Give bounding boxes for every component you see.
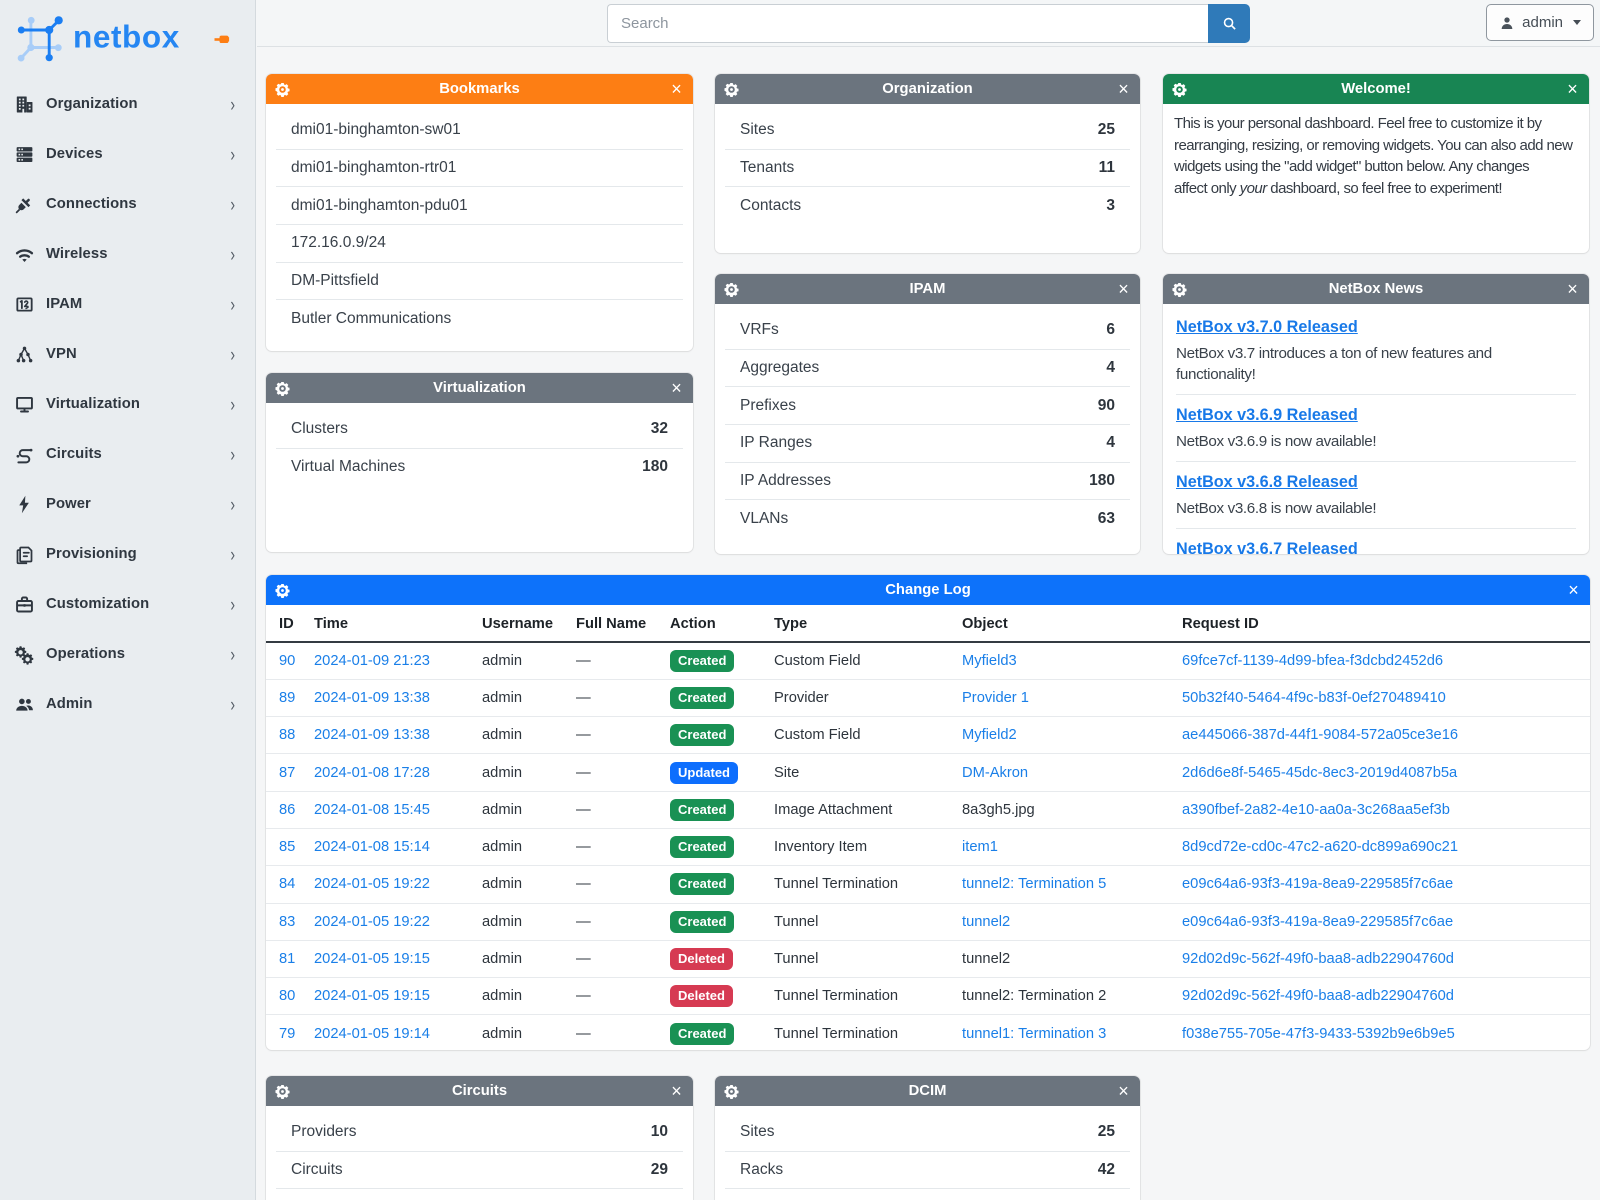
svg-text:netbox: netbox <box>73 19 180 55</box>
